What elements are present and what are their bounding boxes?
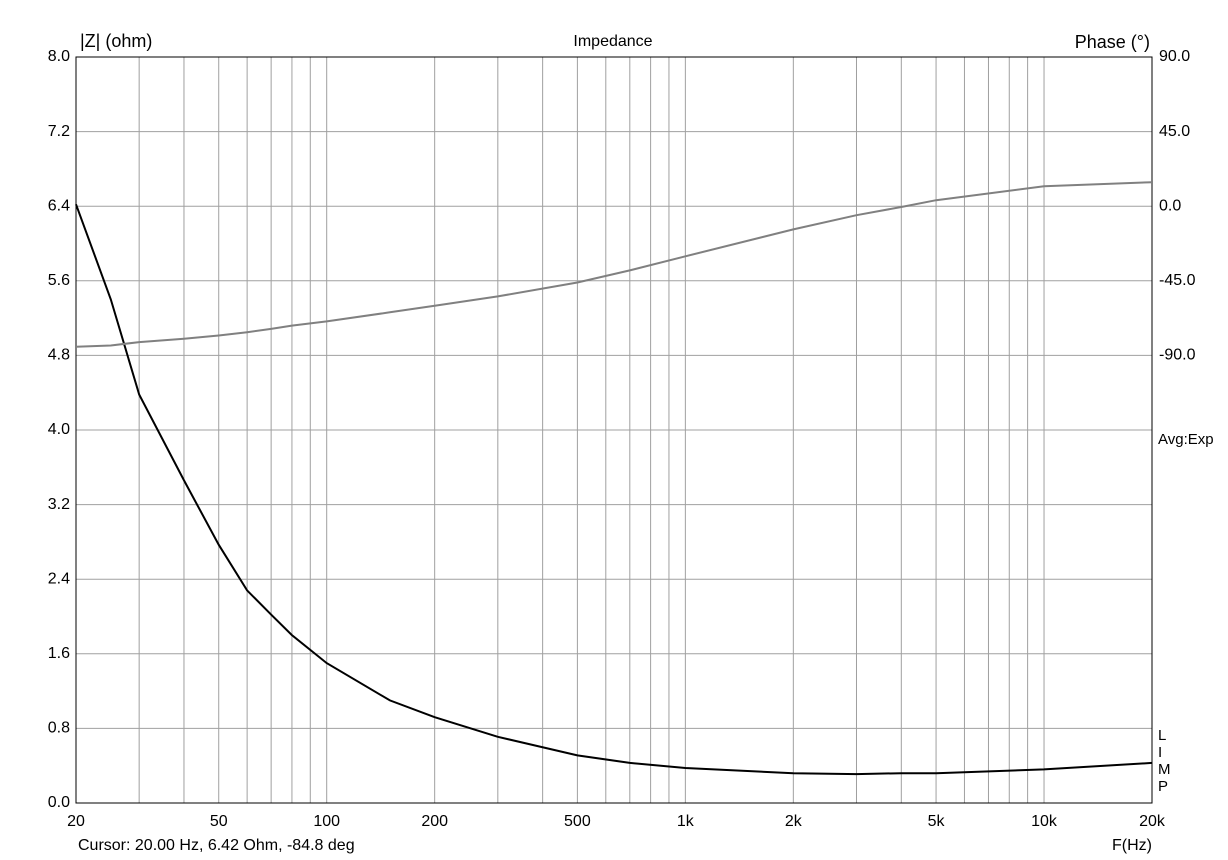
chart-title: Impedance — [573, 33, 652, 50]
cursor-readout: Cursor: 20.00 Hz, 6.42 Ohm, -84.8 deg — [78, 837, 355, 854]
x-tick-label: 200 — [421, 813, 448, 830]
x-tick-label: 500 — [564, 813, 591, 830]
y-tick-label: 1.6 — [48, 645, 70, 662]
side-letter: L — [1158, 727, 1166, 744]
x-axis-label: F(Hz) — [1112, 837, 1152, 854]
y-tick-label: 5.6 — [48, 272, 70, 289]
y-axis-label: |Z| (ohm) — [80, 31, 152, 51]
y-tick-label: 2.4 — [48, 570, 70, 587]
side-letter: P — [1158, 778, 1168, 795]
y2-axis-label: Phase (°) — [1075, 32, 1150, 52]
y2-tick-label: -90.0 — [1159, 347, 1196, 364]
x-tick-label: 2k — [785, 813, 803, 830]
y-tick-label: 8.0 — [48, 48, 70, 65]
y2-tick-label: 0.0 — [1159, 197, 1181, 214]
x-tick-label: 1k — [677, 813, 695, 830]
x-tick-label: 5k — [928, 813, 946, 830]
y2-tick-label: -45.0 — [1159, 272, 1196, 289]
series-line — [75, 181, 1153, 348]
y2-tick-label: 90.0 — [1159, 48, 1190, 65]
y-tick-label: 6.4 — [48, 197, 70, 214]
series-line — [75, 203, 1153, 776]
x-tick-label: 50 — [210, 813, 228, 830]
x-tick-label: 10k — [1031, 813, 1058, 830]
y-tick-label: 7.2 — [48, 123, 70, 140]
y2-tick-label: 45.0 — [1159, 123, 1190, 140]
y-tick-label: 4.0 — [48, 421, 70, 438]
x-tick-label: 100 — [313, 813, 340, 830]
side-letter: I — [1158, 744, 1162, 761]
plot-frame — [75, 56, 1153, 804]
y-tick-label: 3.2 — [48, 496, 70, 513]
x-tick-label: 20k — [1139, 813, 1166, 830]
side-letter: M — [1158, 761, 1171, 778]
annotation: Avg:Exp — [1158, 431, 1214, 448]
y-tick-label: 4.8 — [48, 347, 70, 364]
y-tick-label: 0.0 — [48, 794, 70, 811]
x-tick-label: 20 — [67, 813, 85, 830]
y-tick-label: 0.8 — [48, 720, 70, 737]
